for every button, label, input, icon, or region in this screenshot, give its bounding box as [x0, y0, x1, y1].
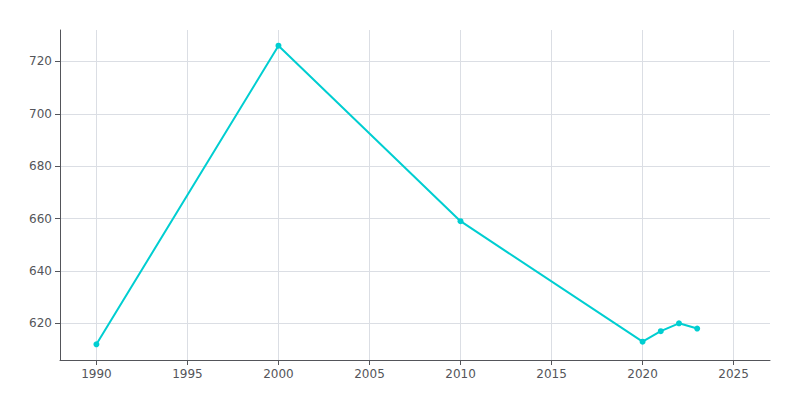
svg-text:2000: 2000 [263, 367, 294, 381]
svg-text:680: 680 [29, 159, 52, 173]
svg-text:2010: 2010 [445, 367, 476, 381]
svg-text:2015: 2015 [536, 367, 567, 381]
svg-text:2020: 2020 [627, 367, 658, 381]
svg-text:700: 700 [29, 107, 52, 121]
svg-text:2005: 2005 [354, 367, 385, 381]
svg-text:2025: 2025 [718, 367, 749, 381]
svg-text:660: 660 [29, 212, 52, 226]
svg-text:620: 620 [29, 316, 52, 330]
svg-text:1995: 1995 [172, 367, 203, 381]
svg-text:640: 640 [29, 264, 52, 278]
svg-text:1990: 1990 [81, 367, 112, 381]
svg-text:720: 720 [29, 54, 52, 68]
